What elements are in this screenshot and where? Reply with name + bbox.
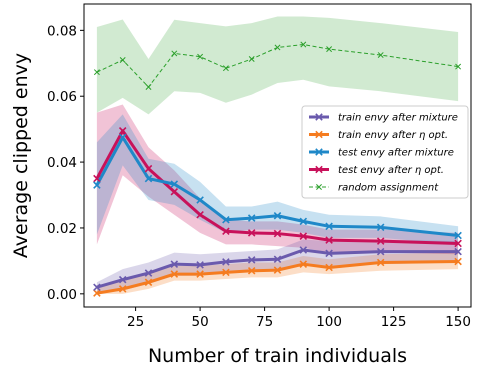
- x-tick-label-50: 50: [192, 314, 209, 330]
- x-tick-label-75: 75: [256, 314, 273, 330]
- x-tick-label-125: 125: [381, 314, 407, 330]
- x-tick-label-150: 150: [445, 314, 471, 330]
- legend: train envy after mixture train envy after…: [302, 106, 468, 198]
- x-axis-label: Number of train individuals: [148, 345, 407, 367]
- y-tick-label-3: 0.06: [47, 89, 77, 105]
- legend-label-test-envy-after-mixture: test envy after mixture: [338, 148, 454, 159]
- x-tick-label-100: 100: [316, 314, 342, 330]
- legend-label-train-envy-after-mixture: train envy after mixture: [338, 113, 458, 124]
- x-tick-label-25: 25: [127, 314, 144, 330]
- legend-label-train-envy-after-eta-opt: train envy after η opt.: [338, 130, 448, 141]
- legend-label-test-envy-after-eta-opt: test envy after η opt.: [338, 165, 444, 176]
- band-random-assignment: [97, 17, 458, 115]
- y-tick-label-1: 0.02: [47, 221, 77, 237]
- legend-label-random-assignment: random assignment: [338, 183, 439, 194]
- y-tick-label-0: 0.00: [47, 287, 77, 303]
- y-tick-label-4: 0.08: [47, 23, 77, 39]
- y-axis-label: Average clipped envy: [10, 53, 32, 258]
- y-tick-label-2: 0.04: [47, 155, 77, 171]
